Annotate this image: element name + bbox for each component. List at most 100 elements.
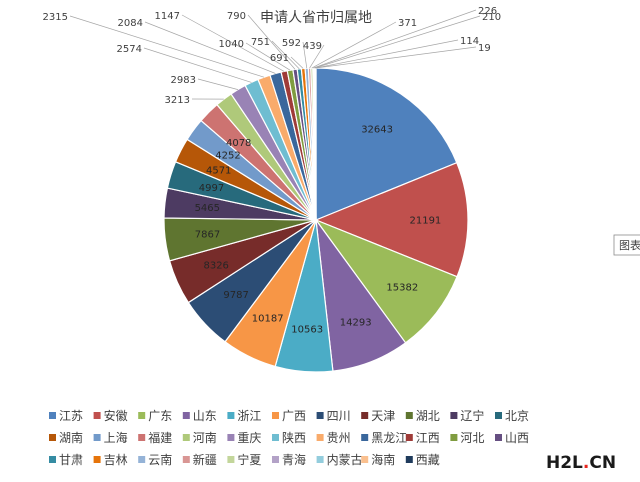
legend-swatch — [138, 434, 146, 441]
legend-item: 陕西 — [272, 430, 306, 445]
legend-item: 上海 — [93, 430, 128, 445]
watermark-text-right: CN — [589, 453, 616, 473]
slice-value-label: 21191 — [409, 215, 441, 226]
slice-value-label: 439 — [303, 41, 322, 52]
legend-item: 江苏 — [49, 409, 83, 423]
legend-item: 内蒙古 — [316, 452, 363, 467]
legend-swatch — [272, 412, 279, 419]
legend-item: 江西 — [405, 431, 440, 445]
legend-item: 青海 — [272, 452, 306, 467]
legend-item: 吉林 — [93, 453, 128, 467]
legend-swatch — [93, 434, 101, 441]
legend-swatch — [49, 412, 56, 419]
legend-label: 青海 — [282, 452, 306, 467]
legend-label: 上海 — [104, 430, 128, 445]
legend-swatch — [49, 434, 56, 441]
legend-item: 西藏 — [405, 453, 440, 467]
slice-value-label: 7867 — [195, 230, 220, 241]
legend-label: 四川 — [327, 409, 351, 423]
legend-item: 云南 — [138, 452, 172, 467]
leader-line — [271, 40, 300, 70]
legend-swatch — [182, 412, 190, 419]
leader-line — [309, 44, 325, 69]
legend-label: 安徽 — [104, 408, 128, 423]
legend-swatch — [405, 412, 413, 419]
legend-label: 江西 — [416, 431, 440, 445]
legend-label: 山西 — [505, 431, 529, 445]
slice-value-label: 14293 — [340, 318, 372, 329]
leader-line — [302, 41, 308, 69]
legend-swatch — [227, 434, 235, 441]
legend-item: 新疆 — [182, 452, 217, 467]
legend-item: 贵州 — [316, 431, 351, 445]
slice-value-label: 19 — [478, 43, 491, 54]
slice-value-label: 1147 — [155, 11, 180, 22]
leader-line — [315, 39, 459, 69]
legend-swatch — [93, 412, 101, 419]
slice-value-label: 592 — [282, 38, 301, 49]
leader-line — [245, 42, 291, 71]
leader-line — [144, 21, 276, 74]
legend-label: 湖北 — [416, 408, 440, 423]
legend-swatch — [49, 456, 56, 463]
legend-item: 河南 — [182, 430, 217, 445]
slice-value-label: 1040 — [219, 39, 244, 50]
slice-value-label: 226 — [478, 6, 497, 17]
legend-label: 福建 — [148, 430, 172, 445]
data-labels: 32643 21191 15382 14293 10563 10187 9787 8326 78… — [43, 6, 502, 336]
legend-label: 河南 — [193, 430, 217, 445]
legend-swatch — [495, 434, 502, 441]
legend-item: 北京 — [495, 409, 529, 423]
leader-line — [290, 56, 304, 69]
legend-swatch — [361, 412, 369, 419]
legend-swatch — [138, 412, 146, 419]
slice-value-label: 4571 — [206, 165, 231, 176]
legend-item: 安徽 — [93, 408, 128, 423]
legend-swatch — [361, 456, 369, 463]
slice-value-label: 4078 — [226, 138, 251, 149]
legend-swatch — [316, 434, 324, 441]
watermark-text-left: H2L — [546, 453, 583, 473]
watermark-dot: . — [583, 453, 589, 473]
watermark-logo: H2L.CN — [546, 453, 616, 473]
legend-label: 湖南 — [59, 430, 83, 445]
slice-value-label: 15382 — [386, 283, 418, 294]
slice-value-label: 4997 — [199, 183, 224, 194]
leader-line — [181, 14, 285, 72]
legend-label: 重庆 — [237, 431, 261, 445]
slice-value-label: 9787 — [223, 290, 248, 301]
slice-value-label: 2084 — [118, 18, 143, 29]
legend-item: 黑龙江 — [361, 431, 407, 445]
legend-item: 广东 — [138, 409, 172, 423]
legend-item: 宁夏 — [227, 452, 261, 467]
legend-item: 浙江 — [227, 409, 261, 423]
slice-value-label: 3213 — [165, 95, 190, 106]
slice-value-label: 691 — [270, 53, 289, 64]
legend-item: 广西 — [272, 409, 306, 423]
legend-swatch — [138, 456, 146, 463]
legend-swatch — [272, 456, 279, 463]
leader-line — [69, 15, 265, 78]
legend-label: 吉林 — [104, 453, 128, 467]
legend-label: 广西 — [282, 409, 306, 423]
legend-label: 江苏 — [59, 409, 83, 423]
legend-label: 宁夏 — [237, 452, 261, 467]
legend-swatch — [182, 434, 190, 441]
slice-value-label: 371 — [398, 18, 417, 29]
pie-slice — [314, 161, 469, 278]
legend-label: 天津 — [371, 409, 395, 423]
legend-label: 北京 — [505, 409, 529, 423]
slice-value-label: 114 — [460, 36, 479, 47]
side-tab-label: 图表 — [619, 238, 640, 252]
slice-value-label: 2315 — [43, 12, 68, 23]
side-tab[interactable]: 图表 — [613, 234, 640, 256]
slice-value-label: 10563 — [291, 325, 323, 336]
legend-label: 甘肃 — [59, 453, 83, 467]
legend-swatch — [495, 412, 502, 419]
leader-line — [143, 47, 252, 83]
legend-swatch — [316, 456, 324, 463]
leader-line — [311, 21, 397, 69]
legend: 江苏 安徽 广东 山东 浙江 广西 四川 天津 湖北 辽宁 北京湖南 上海 福建 河南 重庆 陕西 贵州 黑龙江江… — [49, 408, 529, 467]
legend-swatch — [227, 412, 235, 419]
